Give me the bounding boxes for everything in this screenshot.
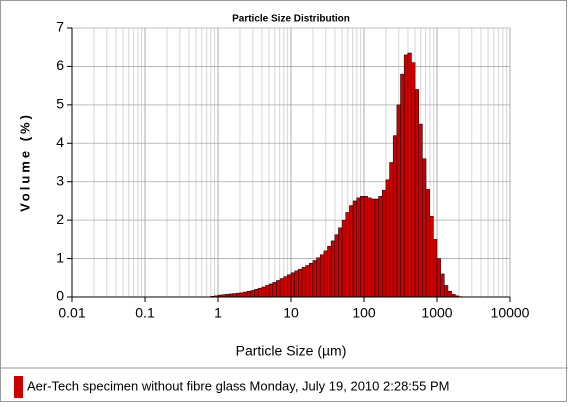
bar	[441, 274, 445, 297]
bar	[444, 285, 448, 297]
bar	[349, 206, 353, 297]
y-tick-label: 6	[56, 57, 64, 73]
x-tick-label: 0.1	[135, 305, 155, 321]
bar	[371, 199, 375, 297]
bar	[309, 263, 313, 297]
y-tick-label: 1	[56, 249, 64, 265]
bar	[295, 271, 299, 297]
bar	[324, 251, 328, 297]
y-tick-label: 7	[56, 19, 64, 35]
bar	[430, 216, 434, 297]
y-tick-label: 0	[56, 288, 64, 304]
x-axis-label: Particle Size (µm)	[236, 343, 347, 359]
y-axis-label: Volume (%)	[17, 112, 32, 212]
bar	[247, 291, 251, 297]
legend-swatch	[14, 376, 23, 398]
bar	[302, 267, 306, 297]
bar	[258, 288, 262, 297]
bar	[357, 198, 361, 297]
bar	[335, 235, 339, 297]
bar	[404, 55, 408, 297]
bar	[269, 284, 273, 297]
y-tick-label: 5	[56, 96, 64, 112]
bar	[415, 89, 419, 297]
bar	[382, 190, 386, 297]
bar	[313, 260, 317, 297]
bar	[276, 280, 280, 297]
bar	[393, 136, 397, 297]
x-tick-label: 100	[352, 305, 376, 321]
x-tick-label: 1	[214, 305, 222, 321]
chart-title: Particle Size Distribution	[232, 14, 350, 25]
bar	[408, 53, 412, 297]
bar	[433, 239, 437, 297]
bar	[273, 282, 277, 297]
bar	[338, 228, 342, 297]
bar	[422, 159, 426, 297]
bar	[265, 285, 269, 297]
x-tick-label: 0.01	[58, 305, 85, 321]
bar	[448, 291, 452, 297]
bar	[346, 212, 350, 297]
bar	[411, 63, 415, 297]
bar	[240, 293, 244, 297]
bar	[331, 241, 335, 297]
bar	[317, 258, 321, 297]
y-tick-label: 2	[56, 211, 64, 227]
bar	[298, 269, 302, 297]
y-tick-label: 3	[56, 172, 64, 188]
bar	[236, 293, 240, 297]
bar	[327, 246, 331, 297]
bar	[419, 124, 423, 297]
bar	[342, 220, 346, 297]
bar	[390, 163, 394, 298]
bar	[437, 259, 441, 297]
bar	[364, 196, 368, 297]
bar	[400, 74, 404, 297]
bar	[306, 265, 310, 297]
bar	[320, 255, 324, 297]
bar	[426, 189, 430, 297]
bar	[360, 196, 364, 297]
bar	[368, 198, 372, 297]
bar	[244, 292, 248, 297]
bar	[280, 279, 284, 297]
x-tick-label: 10000	[491, 305, 530, 321]
bar	[251, 290, 255, 297]
bar	[386, 180, 390, 297]
x-tick-label: 1000	[421, 305, 452, 321]
bar	[233, 294, 237, 297]
bar	[375, 199, 379, 297]
bar	[397, 105, 401, 297]
y-tick-label: 4	[56, 134, 64, 150]
bar	[262, 287, 266, 297]
bar	[284, 277, 288, 297]
x-tick-label: 10	[283, 305, 299, 321]
legend-label: Aer-Tech specimen without fibre glass Mo…	[27, 378, 449, 393]
bar	[379, 196, 383, 297]
bar	[287, 275, 291, 297]
bar	[353, 201, 357, 297]
bar	[291, 273, 295, 297]
bar	[254, 289, 258, 297]
